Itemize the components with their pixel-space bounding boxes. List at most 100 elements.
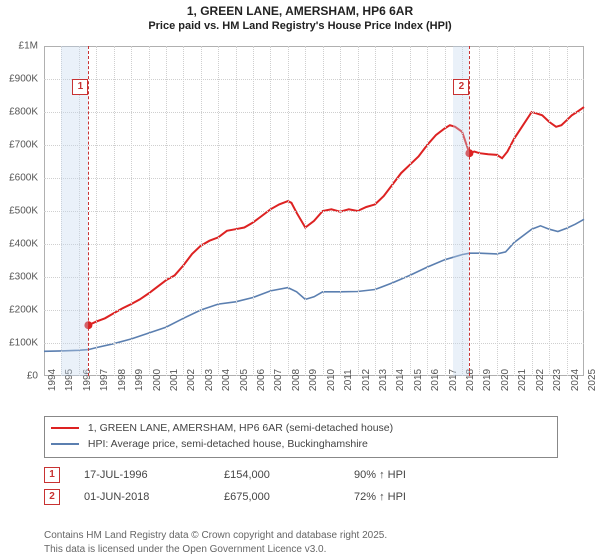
footer-line: Contains HM Land Registry data © Crown c…	[44, 529, 584, 543]
sale-price: £154,000	[224, 469, 354, 481]
x-axis-label: 2024	[570, 369, 581, 391]
gridline-h	[44, 178, 584, 179]
x-axis-label: 2011	[343, 369, 354, 391]
gridline-h	[44, 145, 584, 146]
sales-table: 1 17-JUL-1996 £154,000 90% ↑ HPI 2 01-JU…	[44, 464, 544, 508]
gridline-h	[44, 343, 584, 344]
sale-date: 01-JUN-2018	[84, 491, 224, 503]
x-axis-label: 2004	[221, 369, 232, 391]
sale-date: 17-JUL-1996	[84, 469, 224, 481]
gridline-v	[358, 46, 359, 376]
legend-label: 1, GREEN LANE, AMERSHAM, HP6 6AR (semi-d…	[88, 422, 393, 434]
chart-title-line1: 1, GREEN LANE, AMERSHAM, HP6 6AR	[0, 4, 600, 18]
gridline-v	[427, 46, 428, 376]
y-axis-label: £0	[0, 371, 38, 382]
sale-marker-line	[469, 46, 470, 376]
gridline-h	[44, 112, 584, 113]
gridline-h	[44, 244, 584, 245]
gridline-v	[218, 46, 219, 376]
gridline-v	[532, 46, 533, 376]
x-axis-label: 2001	[169, 369, 180, 391]
gridline-v	[410, 46, 411, 376]
gridline-v	[253, 46, 254, 376]
legend-item: HPI: Average price, semi-detached house,…	[51, 437, 551, 453]
legend-swatch-red	[51, 427, 79, 429]
x-axis-label: 2025	[587, 369, 598, 391]
gridline-v	[340, 46, 341, 376]
y-axis-label: £500K	[0, 206, 38, 217]
x-axis-label: 2014	[395, 369, 406, 391]
figure: { "title": { "line1": "1, GREEN LANE, AM…	[0, 0, 600, 560]
y-axis-label: £700K	[0, 140, 38, 151]
x-axis-label: 2005	[239, 369, 250, 391]
gridline-v	[236, 46, 237, 376]
gridline-h	[44, 277, 584, 278]
sale-marker-badge: 1	[44, 467, 60, 483]
table-row: 2 01-JUN-2018 £675,000 72% ↑ HPI	[44, 486, 544, 508]
gridline-v	[323, 46, 324, 376]
x-axis-label: 2003	[204, 369, 215, 391]
x-axis-label: 2002	[186, 369, 197, 391]
legend-swatch-blue	[51, 443, 79, 445]
y-axis-label: £300K	[0, 272, 38, 283]
x-axis-label: 1994	[47, 369, 58, 391]
gridline-v	[305, 46, 306, 376]
y-axis-label: £800K	[0, 107, 38, 118]
x-axis-label: 2020	[500, 369, 511, 391]
x-axis-label: 2015	[413, 369, 424, 391]
line-chart: £0£100K£200K£300K£400K£500K£600K£700K£80…	[44, 46, 584, 376]
sale-marker-badge: 2	[453, 79, 469, 95]
gridline-v	[497, 46, 498, 376]
x-axis-label: 2008	[291, 369, 302, 391]
gridline-v	[567, 46, 568, 376]
sale-price: £675,000	[224, 491, 354, 503]
gridline-v	[514, 46, 515, 376]
x-axis-label: 2022	[535, 369, 546, 391]
sale-vs-hpi: 90% ↑ HPI	[354, 469, 474, 481]
gridline-v	[270, 46, 271, 376]
gridline-h	[44, 211, 584, 212]
gridline-v	[479, 46, 480, 376]
gridline-v	[96, 46, 97, 376]
x-axis-label: 2007	[273, 369, 284, 391]
x-axis-label: 2010	[326, 369, 337, 391]
x-axis-label: 1997	[99, 369, 110, 391]
gridline-h	[44, 310, 584, 311]
gridline-h	[44, 79, 584, 80]
series-line	[44, 219, 584, 351]
x-axis-label: 2009	[308, 369, 319, 391]
attribution-footer: Contains HM Land Registry data © Crown c…	[44, 529, 584, 556]
x-axis-label: 2000	[152, 369, 163, 391]
gridline-v	[166, 46, 167, 376]
gridline-v	[149, 46, 150, 376]
gridline-v	[114, 46, 115, 376]
sale-marker-line	[88, 46, 89, 376]
gridline-v	[131, 46, 132, 376]
gridline-v	[445, 46, 446, 376]
chart-title-line2: Price paid vs. HM Land Registry's House …	[0, 20, 600, 32]
y-axis-label: £100K	[0, 338, 38, 349]
x-axis-label: 2021	[517, 369, 528, 391]
gridline-v	[549, 46, 550, 376]
gridline-v	[201, 46, 202, 376]
chart-title-block: 1, GREEN LANE, AMERSHAM, HP6 6AR Price p…	[0, 0, 600, 32]
highlight-band	[61, 46, 88, 376]
highlight-band	[453, 46, 469, 376]
table-row: 1 17-JUL-1996 £154,000 90% ↑ HPI	[44, 464, 544, 486]
y-axis-label: £600K	[0, 173, 38, 184]
legend: 1, GREEN LANE, AMERSHAM, HP6 6AR (semi-d…	[44, 416, 558, 458]
x-axis-label: 1999	[134, 369, 145, 391]
x-axis-label: 2012	[361, 369, 372, 391]
gridline-v	[288, 46, 289, 376]
sale-marker-badge: 1	[72, 79, 88, 95]
x-axis-label: 1998	[117, 369, 128, 391]
x-axis-label: 2023	[552, 369, 563, 391]
y-axis-label: £200K	[0, 305, 38, 316]
gridline-v	[392, 46, 393, 376]
legend-item: 1, GREEN LANE, AMERSHAM, HP6 6AR (semi-d…	[51, 421, 551, 437]
y-axis-label: £400K	[0, 239, 38, 250]
sale-marker-badge: 2	[44, 489, 60, 505]
y-axis-label: £1M	[0, 41, 38, 52]
gridline-v	[183, 46, 184, 376]
gridline-v	[375, 46, 376, 376]
